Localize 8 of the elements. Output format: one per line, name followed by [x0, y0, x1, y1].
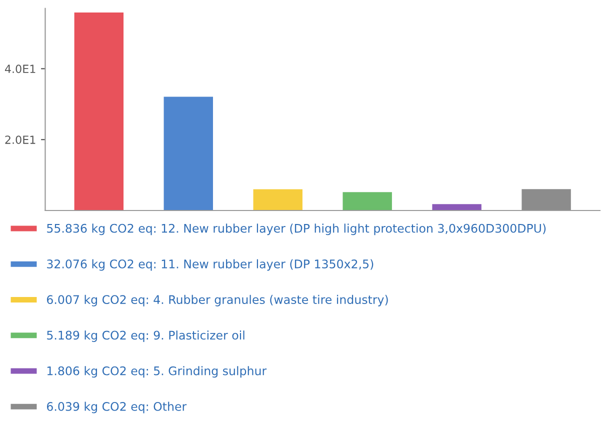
legend-label: 6.039 kg CO2 eq: Other — [46, 402, 187, 414]
legend-label: 32.076 kg CO2 eq: 11. New rubber layer (DP 1350x2,5) — [47, 259, 374, 271]
legend-label: 55.836 kg CO2 eq: 12. New rubber layer (DP high light protection 3,0x960D300DPU) — [47, 224, 546, 236]
legend-label: 5.189 kg CO2 eq: 9. Plasticizer oil — [47, 330, 244, 342]
legend-label: 6.007 kg CO2 eq: 4. Rubber granules (waste tire industry) — [46, 294, 388, 306]
y-tick-label: 4.0E1 — [4, 64, 36, 74]
legend-label: 1.806 kg CO2 eq: 5. Grinding sulphur — [47, 366, 267, 378]
y-tick-label: 2.0E1 — [5, 136, 36, 144]
